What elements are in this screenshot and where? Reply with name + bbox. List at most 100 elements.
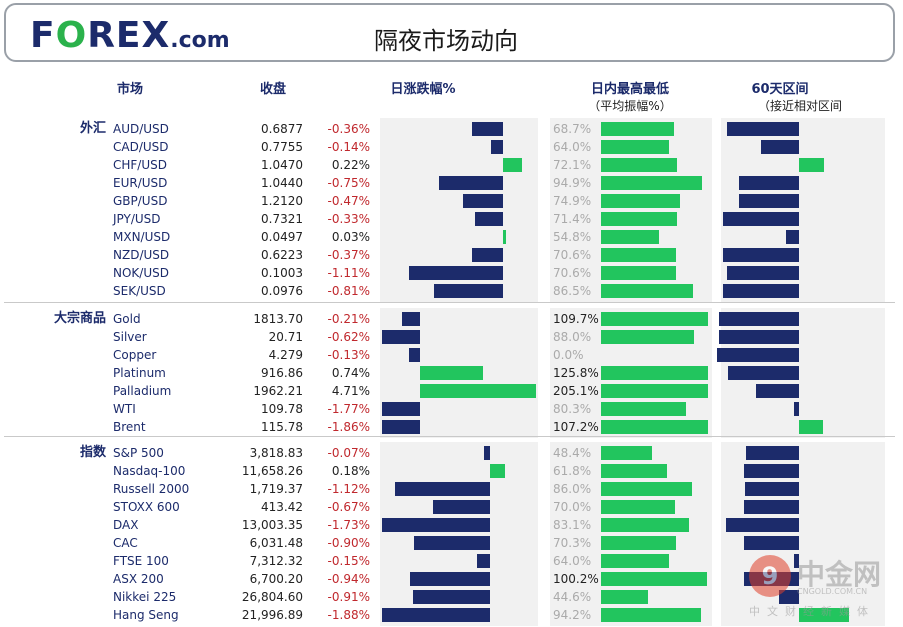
change-bar [408,266,503,280]
change-value: -0.33% [327,212,370,226]
close-value: 0.0497 [261,230,303,244]
change-bar [420,366,483,380]
logo-o: O [55,15,88,56]
range-value: 109.7% [553,312,599,326]
range60-bar [723,212,799,226]
range-value: 70.6% [553,266,592,280]
change-value: -0.14% [327,140,370,154]
market-name: Nasdaq-100 [113,464,186,478]
range-value: 44.6% [553,590,592,604]
col-header-range60: 60天区间 [751,82,809,97]
logo-letter: F [30,15,56,56]
watermark: 9 中金网 CNGOLD.COM.CN 中文财经新媒体 [749,553,889,619]
range-value: 61.8% [553,464,592,478]
range60-bar [727,266,799,280]
range-bar [601,464,667,478]
close-value: 1.0440 [261,176,303,190]
watermark-icon: 9 [749,555,791,597]
market-name: FTSE 100 [113,554,169,568]
range-value: 70.0% [553,500,592,514]
change-value: -0.36% [327,122,370,136]
range-value: 70.6% [553,248,592,262]
range-bar [601,122,674,136]
market-name: EUR/USD [113,176,168,190]
range-bar [601,140,669,154]
change-bar [463,194,503,208]
market-name: STOXX 600 [113,500,180,514]
range-bar [601,330,695,344]
change-bar [484,446,490,460]
range-value: 83.1% [553,518,592,532]
market-name: CAD/USD [113,140,169,154]
col-subheader-range60: （接近相对区间 [757,99,842,113]
range-bar [601,212,677,226]
range60-bar [744,500,799,514]
change-bar [474,212,503,226]
range-bar [601,536,676,550]
change-bar [477,554,490,568]
change-value: -0.07% [327,446,370,460]
change-value: 0.74% [331,366,370,380]
close-value: 11,658.26 [241,464,303,478]
change-value: -1.77% [327,402,370,416]
group-separator [4,302,895,303]
range60-bar [799,608,849,622]
change-value: -1.73% [327,518,370,532]
change-bar [382,330,420,344]
change-bar [412,590,490,604]
range-value: 100.2% [553,572,599,586]
close-value: 6,700.20 [249,572,303,586]
change-bar [433,500,490,514]
range-bar [601,482,693,496]
market-name: Silver [113,330,147,344]
change-value: -1.12% [327,482,370,496]
change-bar [503,230,506,244]
range60-bar [728,366,799,380]
range60-bar [717,348,799,362]
close-value: 115.78 [261,420,303,434]
range-value: 0.0% [553,348,584,362]
range-bar [601,248,676,262]
change-value: -0.94% [327,572,370,586]
close-value: 916.86 [261,366,303,380]
close-value: 0.6223 [261,248,303,262]
range60-bar [723,284,799,298]
market-name: GBP/USD [113,194,168,208]
range60-bar [794,402,799,416]
change-value: -1.86% [327,420,370,434]
market-name: CAC [113,536,138,550]
header-banner: FOREX.com 隔夜市场动向 [4,3,895,62]
market-name: Gold [113,312,141,326]
range60-bar [761,140,799,154]
forex-logo: FOREX.com [30,15,230,62]
market-name: ASX 200 [113,572,164,586]
change-bar [394,482,490,496]
col-header-daily-change: 日涨跌幅% [390,82,456,97]
close-value: 1962.21 [253,384,303,398]
group-separator [4,436,895,437]
range-bar [601,194,681,208]
range-bar [601,572,708,586]
range60-bar [726,518,799,532]
range-bar [601,608,701,622]
range-bar [601,266,676,280]
change-value: -1.11% [327,266,370,280]
range-bar [601,518,690,532]
market-name: JPY/USD [113,212,161,226]
change-bar [472,122,503,136]
change-bar [491,140,503,154]
range60-bar [744,536,799,550]
close-value: 0.1003 [261,266,303,280]
change-bar [402,312,420,326]
market-name: MXN/USD [113,230,171,244]
col-header-market: 市场 [116,82,143,97]
range-value: 125.8% [553,366,599,380]
col-header-close: 收盘 [259,82,286,97]
change-value: -0.67% [327,500,370,514]
market-name: Platinum [113,366,166,380]
change-bar [410,572,490,586]
range-value: 80.3% [553,402,592,416]
range60-bar [739,194,799,208]
change-bar [439,176,503,190]
change-value: -0.81% [327,284,370,298]
